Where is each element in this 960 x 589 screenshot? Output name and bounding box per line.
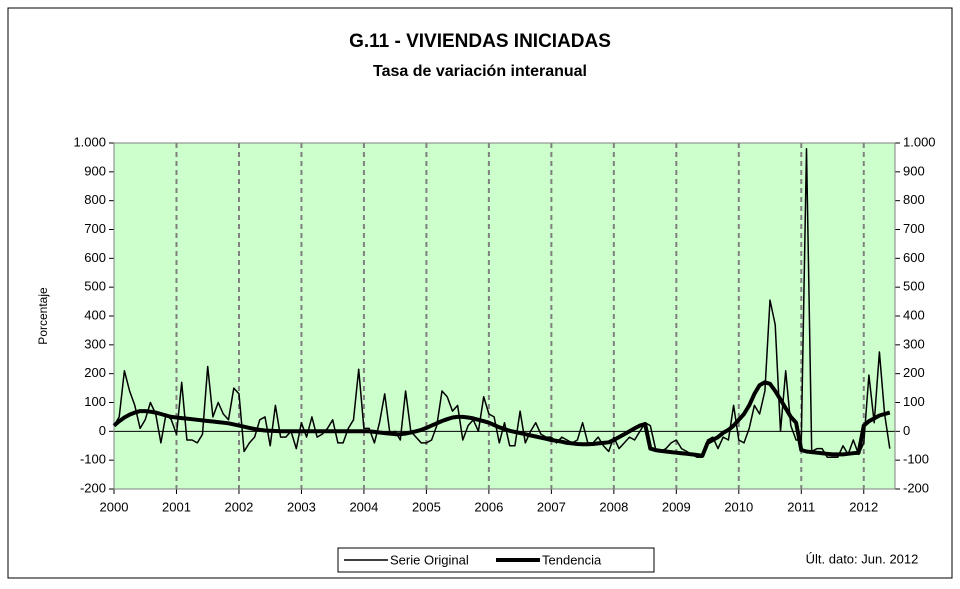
line-series [113,148,891,459]
y-axis-label: Porcentaje [36,287,50,345]
legend-label: Serie Original [390,552,469,567]
y2-tick-label: 600 [903,250,925,265]
x-tick-label: 2007 [537,499,566,514]
y2-tick-label: 400 [903,307,925,322]
y-tick-label: 200 [84,365,106,380]
y2-tick-label: 100 [903,394,925,409]
legend-label: Tendencia [542,552,602,567]
x-tick-label: 2010 [724,499,753,514]
chart-subtitle: Tasa de variación interanual [373,63,587,80]
y2-tick-label: 800 [903,192,925,207]
y-tick-label: 1.000 [73,134,106,149]
y2-tick-label: 0 [903,423,910,438]
y-tick-label: 500 [84,279,106,294]
plot-border [113,142,896,490]
x-tick-label: 2000 [100,499,129,514]
y-tick-label: 100 [84,394,106,409]
y2-tick-label: 700 [903,221,925,236]
y2-tick-label: 1.000 [903,134,936,149]
y-tick-label: -200 [80,480,106,495]
y2-tick-label: 900 [903,163,925,178]
y2-tick-label: 500 [903,279,925,294]
x-tick-label: 2008 [599,499,628,514]
x-tick-label: 2011 [787,499,815,514]
x-tick-label: 2001 [162,499,191,514]
y-tick-label: -100 [80,452,106,467]
y-tick-label: 600 [84,250,106,265]
y-tick-label: 700 [84,221,106,236]
x-tick-label: 2005 [412,499,441,514]
y-tick-label: 400 [84,307,106,322]
plot-area [114,143,895,489]
x-tick-label: 2012 [849,499,878,514]
x-tick-label: 2006 [474,499,503,514]
y2-tick-label: -100 [903,452,929,467]
y-tick-label: 0 [99,423,106,438]
y-tick-label: 900 [84,163,106,178]
annotation: Últ. dato: Jun. 2012 [806,551,919,566]
x-tick-label: 2002 [224,499,253,514]
x-tick-label: 2009 [662,499,691,514]
chart-title: G.11 - VIVIENDAS INICIADAS [349,31,611,52]
y-tick-label: 300 [84,336,106,351]
y2-tick-label: 300 [903,336,925,351]
line-series [112,380,891,458]
y-tick-label: 800 [84,192,106,207]
y2-tick-label: -200 [903,480,929,495]
y2-tick-label: 200 [903,365,925,380]
x-tick-label: 2004 [349,499,378,514]
x-tick-label: 2003 [287,499,316,514]
